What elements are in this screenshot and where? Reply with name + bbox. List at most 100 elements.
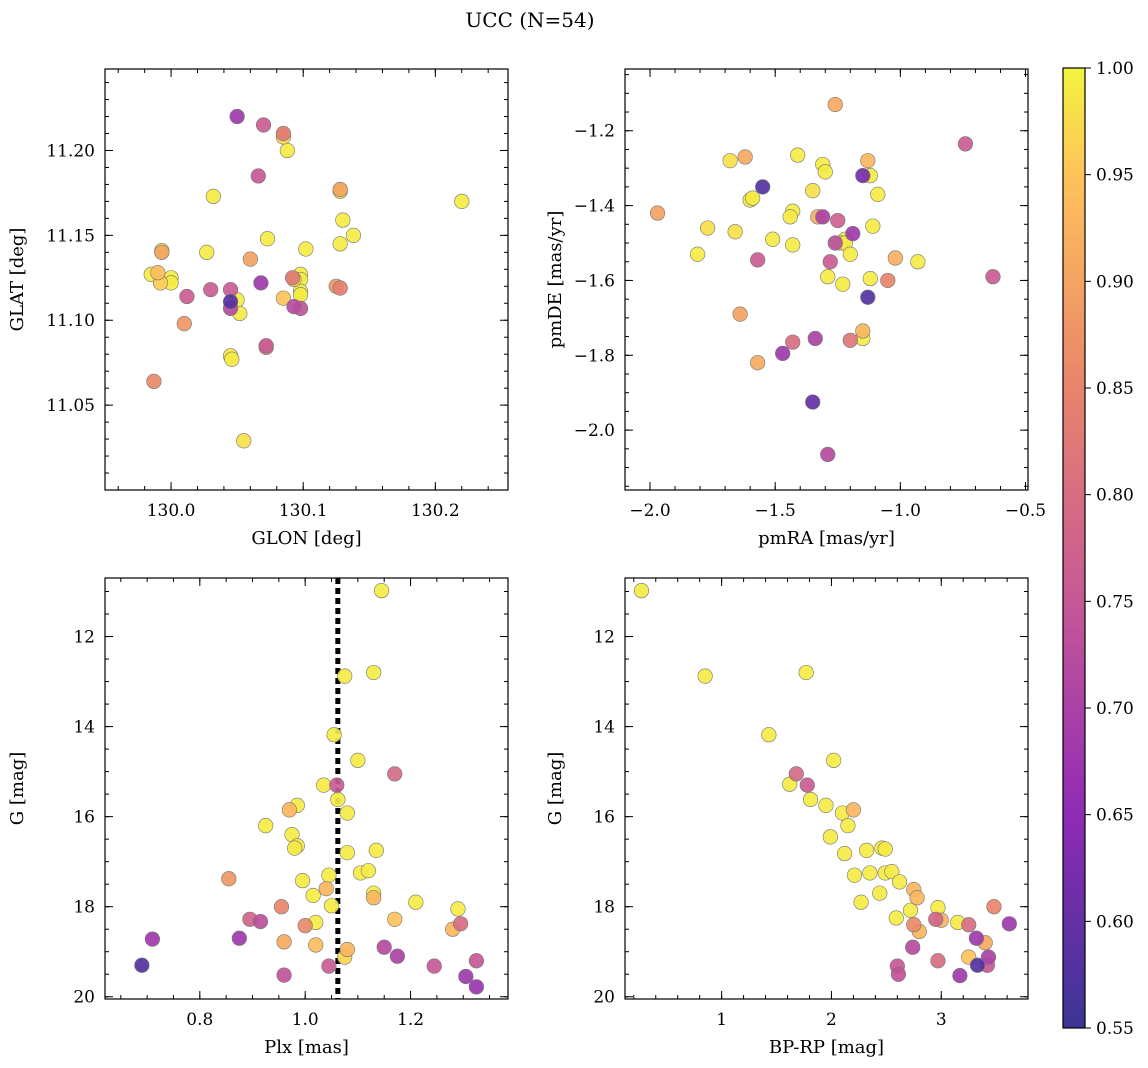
x-tick-label: 130.1 xyxy=(279,501,328,521)
scatter-points xyxy=(649,96,1001,463)
data-point xyxy=(969,957,986,973)
data-point xyxy=(906,917,922,933)
x-tick-label: 3 xyxy=(936,1010,947,1030)
scatter-points xyxy=(633,583,1017,984)
x-axis-label: pmRA [mas/yr] xyxy=(758,528,895,549)
y-tick-label: −2.0 xyxy=(574,421,615,441)
data-point xyxy=(782,209,798,225)
data-point xyxy=(805,183,821,199)
data-point xyxy=(176,316,192,332)
data-point xyxy=(150,265,166,281)
data-point xyxy=(366,664,382,681)
data-point xyxy=(910,254,926,270)
data-point xyxy=(775,345,791,362)
data-point xyxy=(968,930,984,946)
data-point xyxy=(790,147,806,163)
data-point xyxy=(818,797,834,813)
data-point xyxy=(846,867,863,883)
data-point xyxy=(961,917,977,933)
y-tick-label: 11.10 xyxy=(46,311,95,331)
y-axis-label: G [mag] xyxy=(7,752,28,825)
y-tick-label: 20 xyxy=(73,988,95,1008)
data-point xyxy=(339,845,355,861)
data-point xyxy=(722,153,738,169)
data-point xyxy=(888,910,904,926)
data-point xyxy=(732,306,748,322)
data-point xyxy=(286,299,302,315)
y-tick-label: 11.20 xyxy=(46,141,95,161)
data-point xyxy=(820,269,836,285)
data-point xyxy=(242,251,258,267)
y-tick-label: 20 xyxy=(593,988,615,1008)
x-tick-label: 1.0 xyxy=(292,1010,319,1030)
x-tick-label: −1.0 xyxy=(880,501,921,521)
data-point xyxy=(373,583,390,599)
data-point xyxy=(842,246,858,262)
x-axis-label: BP-RP [mag] xyxy=(769,1037,884,1058)
data-point xyxy=(788,766,804,782)
data-point xyxy=(281,802,297,818)
data-point xyxy=(298,241,314,257)
data-point xyxy=(222,293,239,310)
data-point xyxy=(884,863,900,880)
data-point xyxy=(891,874,908,890)
data-point xyxy=(986,899,1002,915)
data-point xyxy=(452,916,469,932)
data-point xyxy=(205,188,221,204)
data-point xyxy=(845,226,861,242)
data-point xyxy=(827,96,843,113)
data-point xyxy=(276,934,292,950)
y-axis-label: GLAT [deg] xyxy=(7,228,28,332)
data-point xyxy=(276,967,292,983)
colorbar-tick-label: 0.90 xyxy=(1096,272,1134,292)
data-point xyxy=(842,332,858,348)
data-point xyxy=(649,205,666,221)
data-point xyxy=(253,275,269,291)
data-point xyxy=(287,840,303,856)
data-point xyxy=(454,193,470,210)
y-tick-label: 11.15 xyxy=(46,226,95,246)
data-point xyxy=(221,871,237,887)
data-point xyxy=(761,727,777,743)
data-point xyxy=(807,330,823,347)
data-point xyxy=(321,958,337,974)
data-point xyxy=(236,433,252,449)
data-point xyxy=(323,898,340,914)
data-point xyxy=(337,668,353,684)
data-point xyxy=(750,252,766,268)
data-point xyxy=(855,168,871,184)
subplot-plx_g: 0.8 1.0 1.2 12 14 16 18 20 Plx [mas] G [mag] xyxy=(7,577,509,1058)
data-point xyxy=(258,818,274,834)
data-point xyxy=(798,664,814,681)
data-point xyxy=(902,902,919,918)
data-point xyxy=(305,887,321,904)
subplot-glon_glat: 130.0 130.1 130.2 11.05 11.10 11.15 11.20 GLON … xyxy=(7,68,509,549)
y-tick-label: 18 xyxy=(593,898,615,918)
x-tick-label: 1.2 xyxy=(397,1010,424,1030)
subplot-pmra_pmde: −2.0 −1.5 −1.0 −0.5 −2.0 −1.8 −1.6 −1.4 −1.2 pmRA… xyxy=(545,68,1046,549)
data-point xyxy=(154,244,170,260)
data-point xyxy=(426,958,442,974)
data-point xyxy=(765,231,781,247)
data-point xyxy=(820,446,836,463)
axes-frame xyxy=(104,577,509,1000)
data-point xyxy=(909,890,925,906)
data-point xyxy=(450,901,466,917)
data-point xyxy=(827,235,843,251)
data-point xyxy=(146,373,162,389)
data-point xyxy=(275,125,291,142)
colorbar-tick-label: 0.85 xyxy=(1096,379,1134,399)
x-tick-label: 130.0 xyxy=(147,501,196,521)
data-point xyxy=(294,872,311,889)
figure-title: UCC (N=54) xyxy=(465,8,594,32)
data-point xyxy=(285,270,301,286)
y-tick-label: 14 xyxy=(593,718,615,738)
colorbar-tick-label: 0.80 xyxy=(1096,486,1134,506)
axes-frame xyxy=(104,68,509,491)
data-point xyxy=(231,930,247,946)
data-point xyxy=(332,181,348,198)
data-point xyxy=(252,913,269,930)
data-point xyxy=(755,179,771,195)
data-point xyxy=(134,957,150,973)
